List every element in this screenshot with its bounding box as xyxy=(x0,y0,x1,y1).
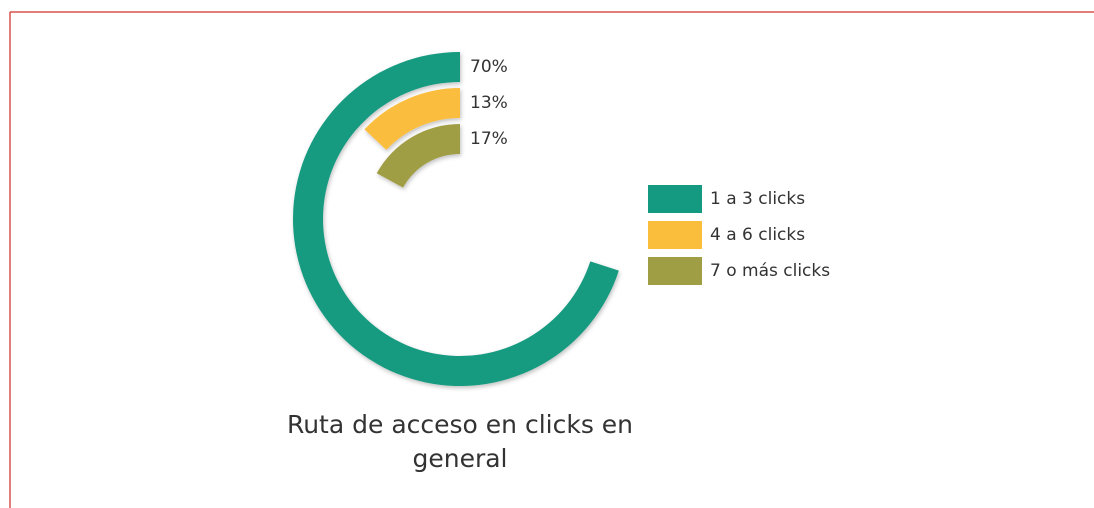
value-label: 13% xyxy=(470,93,508,113)
radial-bar xyxy=(364,88,460,150)
legend-label: 7 o más clicks xyxy=(710,261,830,281)
legend-swatch xyxy=(648,185,702,213)
legend-label: 1 a 3 clicks xyxy=(710,189,805,209)
chart-title: Ruta de acceso en clicks en general xyxy=(286,410,634,473)
value-label: 70% xyxy=(470,57,508,77)
legend-label: 4 a 6 clicks xyxy=(710,225,805,245)
legend-swatch xyxy=(648,221,702,249)
legend-swatch xyxy=(648,257,702,285)
value-label: 17% xyxy=(470,129,508,149)
radial-bar xyxy=(376,124,460,188)
